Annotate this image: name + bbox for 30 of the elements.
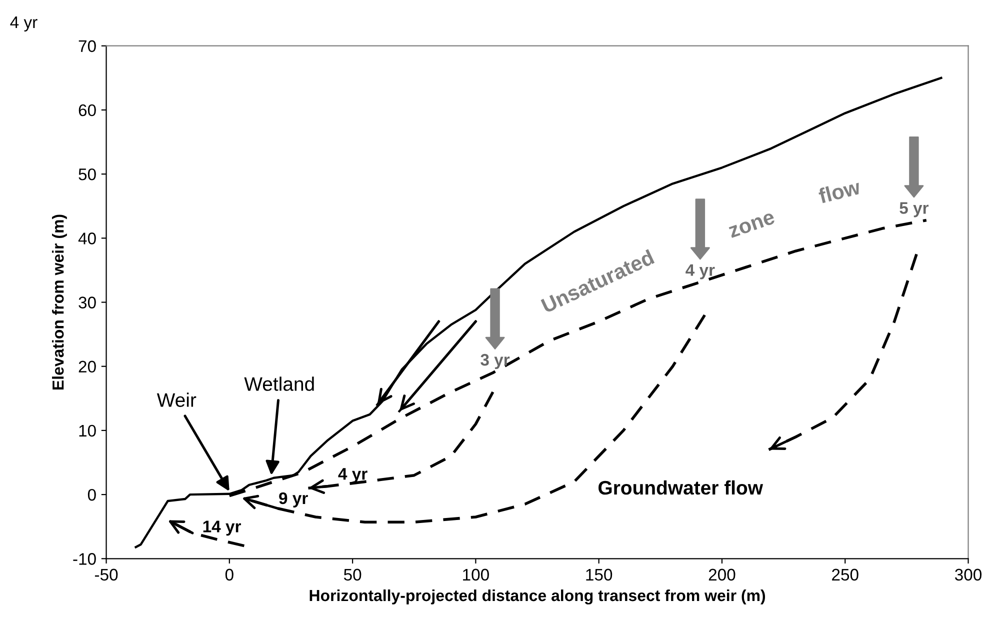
x-tick-label: -50: [94, 568, 118, 581]
y-tick-label: 10: [79, 424, 96, 437]
annotation: 3 yr: [480, 354, 510, 369]
x-tick-label: 300: [954, 568, 982, 581]
y-tick-label: -10: [73, 553, 96, 565]
x-tick-label: 0: [225, 568, 234, 581]
x-axis-title: Horizontally-projected distance along transect from weir (m): [310, 589, 766, 604]
annotation: 5 yr: [900, 202, 929, 218]
x-tick-label: 150: [586, 568, 612, 581]
y-tick-label: 20: [78, 360, 96, 373]
annotation: zone: [728, 212, 776, 238]
annotation: flow: [818, 178, 862, 204]
y-tick-label: 40: [78, 232, 96, 244]
annotation: Wetland: [244, 376, 314, 391]
y-tick-label: 70: [78, 40, 96, 52]
x-tick-label: 50: [344, 568, 362, 581]
y-tick-label: 30: [78, 296, 96, 308]
x-tick-label: 100: [463, 568, 489, 581]
x-tick-label: 200: [708, 568, 736, 581]
x-tick-label: 250: [832, 568, 858, 581]
annotation: Weir: [156, 392, 196, 407]
y-axis-title: Elevation from weir (m): [52, 214, 67, 390]
annotation: 4 yr: [686, 264, 715, 280]
y-tick-label: 60: [78, 104, 96, 116]
annotation: 14 yr: [203, 520, 241, 536]
annotation: Groundwater flow: [598, 480, 764, 495]
y-tick-label: 0: [88, 488, 96, 501]
annotation: 9 yr: [279, 492, 308, 508]
y-tick-label: 50: [78, 168, 96, 180]
text: 4 yr: [10, 16, 38, 32]
